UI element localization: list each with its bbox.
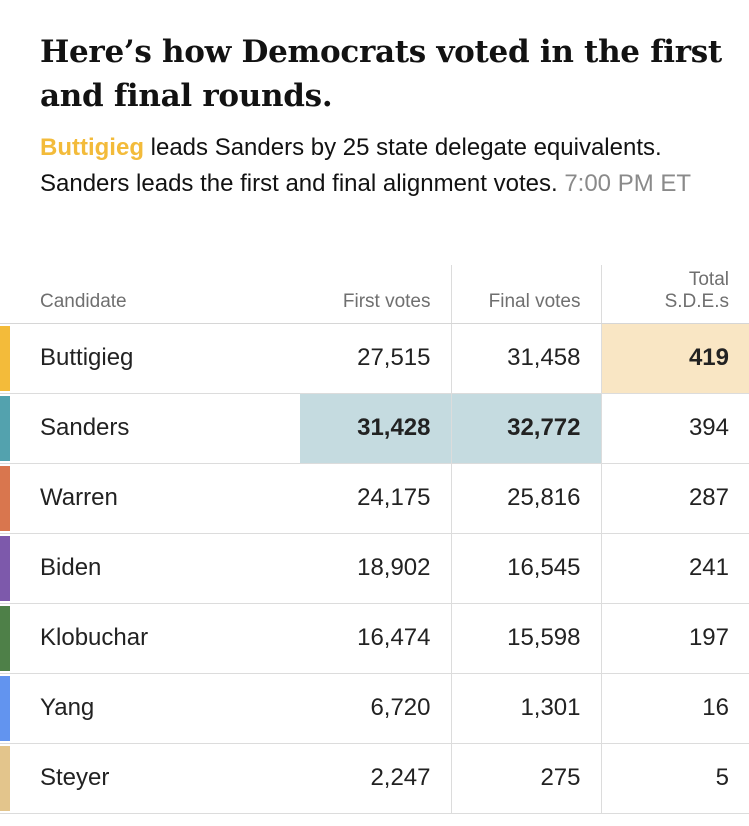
candidate-cell: Biden [0, 533, 300, 604]
final-votes-cell: 16,545 [450, 533, 601, 604]
results-table: Candidate First votes Final votes Total S… [0, 265, 749, 814]
candidate-color-swatch [0, 535, 10, 601]
candidate-name: Biden [40, 554, 102, 581]
first-votes-cell: 27,515 [300, 323, 451, 394]
candidate-cell: Steyer [0, 743, 300, 814]
table-row: Yang 6,720 1,301 16 [0, 673, 749, 744]
candidate-name: Steyer [40, 764, 110, 791]
first-votes-cell: 2,247 [300, 743, 451, 814]
candidate-color-swatch [0, 745, 10, 811]
candidate-name: Buttigieg [40, 344, 134, 371]
candidate-name: Warren [40, 484, 118, 511]
first-votes-cell: 31,428 [300, 393, 451, 464]
total-sdes-column-header: Total S.D.E.s [600, 265, 749, 324]
table-row: Klobuchar 16,474 15,598 197 [0, 603, 749, 674]
total-sdes-cell: 394 [600, 393, 749, 464]
headline: Here’s how Democrats voted in the first … [40, 34, 722, 114]
total-sdes-cell: 287 [600, 463, 749, 534]
candidate-cell: Buttigieg [0, 323, 300, 394]
first-votes-cell: 6,720 [300, 673, 451, 744]
final-votes-cell: 1,301 [450, 673, 601, 744]
candidate-name: Sanders [40, 414, 130, 441]
table-header-row: Candidate First votes Final votes Total S… [0, 265, 749, 324]
final-votes-cell: 275 [450, 743, 601, 814]
total-sdes-cell: 419 [600, 323, 749, 394]
results-table-body: Buttigieg 27,515 31,458 419 Sanders 31,428 32,… [0, 323, 749, 814]
total-sdes-cell: 16 [600, 673, 749, 744]
table-row: Buttigieg 27,515 31,458 419 [0, 323, 749, 394]
candidate-color-swatch [0, 325, 10, 391]
final-votes-cell: 32,772 [450, 393, 601, 464]
total-sdes-header-line2: S.D.E.s [664, 290, 729, 312]
candidate-name: Yang [40, 694, 95, 721]
total-sdes-header-line1: Total [688, 268, 729, 290]
total-sdes-cell: 5 [600, 743, 749, 814]
table-row: Steyer 2,247 275 5 [0, 743, 749, 814]
first-votes-cell: 24,175 [300, 463, 451, 534]
candidate-color-swatch [0, 675, 10, 741]
candidate-cell: Yang [0, 673, 300, 744]
candidate-color-swatch [0, 465, 10, 531]
table-row: Biden 18,902 16,545 241 [0, 533, 749, 604]
update-timestamp: 7:00 PM ET [564, 170, 692, 197]
final-votes-cell: 25,816 [450, 463, 601, 534]
total-sdes-cell: 241 [600, 533, 749, 604]
final-votes-cell: 15,598 [450, 603, 601, 674]
first-votes-cell: 18,902 [300, 533, 451, 604]
first-votes-column-header: First votes [300, 265, 451, 324]
candidate-color-swatch [0, 605, 10, 671]
candidate-color-swatch [0, 395, 10, 461]
table-row: Warren 24,175 25,816 287 [0, 463, 749, 534]
first-votes-cell: 16,474 [300, 603, 451, 674]
candidate-name: Klobuchar [40, 624, 149, 651]
summary-text: leads Sanders by 25 state delegate equiv… [40, 134, 662, 197]
candidate-column-header: Candidate [0, 265, 300, 324]
leader-name: Buttigieg [40, 134, 144, 161]
candidate-cell: Sanders [0, 393, 300, 464]
final-votes-column-header: Final votes [450, 265, 601, 324]
candidate-cell: Warren [0, 463, 300, 534]
table-row: Sanders 31,428 32,772 394 [0, 393, 749, 464]
total-sdes-cell: 197 [600, 603, 749, 674]
candidate-cell: Klobuchar [0, 603, 300, 674]
results-summary: Buttigieg leads Sanders by 25 state dele… [40, 130, 730, 202]
final-votes-cell: 31,458 [450, 323, 601, 394]
